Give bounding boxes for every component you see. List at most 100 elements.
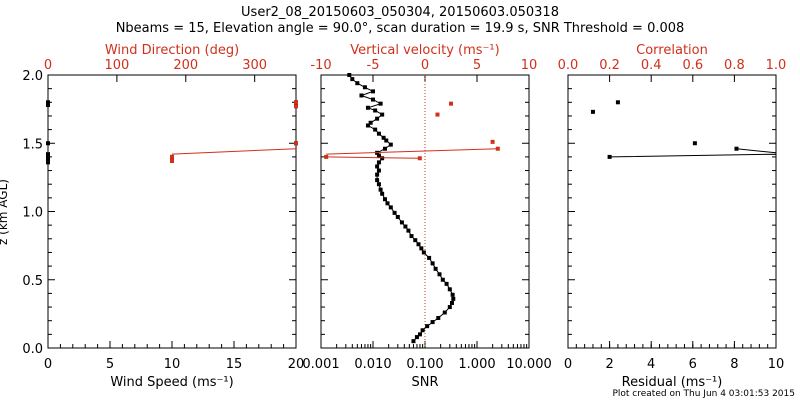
top-tick-label: -5 — [367, 58, 380, 73]
footer-text: Plot created on Thu Jun 4 03:01:53 2015 — [612, 389, 795, 399]
top-tick-label: -10 — [310, 58, 331, 73]
snr-point — [411, 339, 416, 344]
snr-point — [376, 131, 381, 136]
top-tick-label: 100 — [104, 58, 129, 73]
bottom-tick-label: 1.000 — [458, 357, 495, 372]
snr-point — [380, 191, 385, 196]
snr-point — [409, 234, 414, 239]
bottom-tick-label: 0 — [44, 357, 52, 372]
snr-point — [384, 138, 389, 143]
residual-line-2 — [736, 148, 777, 154]
vertical-velocity-point — [449, 101, 453, 106]
snr-point — [375, 172, 380, 177]
residual-point — [734, 146, 739, 151]
snr-point — [373, 108, 378, 113]
snr-point — [416, 242, 421, 247]
snr-point — [437, 272, 442, 277]
snr-point — [375, 164, 380, 169]
bottom-axis-label: SNR — [411, 375, 438, 390]
snr-point — [378, 101, 383, 106]
snr-point — [382, 146, 387, 151]
snr-point — [427, 255, 432, 260]
wind-speed-point — [46, 100, 50, 105]
snr-point — [413, 238, 418, 243]
snr-point — [368, 120, 373, 125]
snr-point — [378, 187, 383, 192]
velocity-line-2 — [326, 156, 420, 159]
snr-point — [375, 178, 380, 183]
residual-point — [692, 141, 697, 146]
wind-direction-point — [294, 100, 298, 105]
bottom-tick-label: 0.010 — [354, 357, 391, 372]
snr-point — [388, 142, 393, 147]
bottom-axis-label: Wind Speed (ms⁻¹) — [110, 375, 233, 390]
plot-frame — [47, 74, 297, 349]
top-tick-label: 200 — [173, 58, 198, 73]
wind-speed-point — [46, 157, 50, 162]
top-tick-label: 0.8 — [724, 58, 745, 73]
snr-point — [442, 310, 447, 315]
snr-point — [414, 335, 419, 340]
snr-point — [376, 168, 381, 173]
snr-point — [449, 300, 454, 305]
snr-point — [419, 246, 424, 251]
snr-point — [375, 116, 380, 121]
snr-point — [365, 105, 370, 110]
snr-point — [365, 123, 370, 128]
top-tick-label: 5 — [473, 58, 481, 73]
snr-point — [388, 205, 393, 210]
wind-speed-point — [46, 152, 50, 157]
snr-point — [362, 85, 367, 90]
snr-point — [371, 97, 375, 102]
residual-point — [590, 109, 595, 114]
snr-point — [425, 324, 430, 329]
y-tick-label: 0.5 — [22, 274, 43, 289]
snr-point — [385, 201, 390, 206]
wind-speed-point — [46, 103, 50, 108]
snr-panel: 0.001 0.010 0.100 1.000 10.000 SNR -10 -5 0 5 10 Ve… — [302, 43, 551, 390]
y-tick-label: 1.0 — [22, 206, 43, 221]
top-tick-label: 0 — [44, 58, 52, 73]
top-tick-label: 0.2 — [599, 58, 620, 73]
vertical-velocity-point — [324, 154, 329, 159]
snr-point — [436, 315, 441, 320]
snr-point — [399, 220, 404, 225]
snr-point — [417, 332, 422, 337]
y-tick-label: 2.0 — [22, 69, 43, 84]
top-tick-label: 0.4 — [641, 58, 662, 73]
vertical-velocity-point — [435, 112, 440, 117]
snr-point — [355, 81, 360, 86]
snr-point — [380, 156, 385, 161]
snr-point — [359, 93, 364, 98]
bottom-tick-label: 10 — [164, 357, 181, 372]
residual-point — [615, 100, 620, 105]
y-tick-label: 0.0 — [22, 342, 43, 357]
bottom-tick-label: 15 — [226, 357, 243, 372]
wind-speed-point — [46, 141, 50, 146]
snr-point — [380, 112, 385, 117]
wind-panel: 0 5 10 15 20 Wind Speed (ms⁻¹) 0 100 200 300Wind … — [22, 43, 304, 390]
snr-point — [433, 266, 438, 271]
bottom-tick-label: 6 — [689, 357, 697, 372]
y-tick-label: 1.5 — [22, 137, 43, 152]
velocity-line — [326, 148, 498, 155]
top-axis-label: Correlation — [636, 43, 708, 58]
bottom-tick-label: 0.100 — [406, 357, 443, 372]
snr-point — [376, 182, 381, 187]
snr-point — [371, 89, 375, 94]
bottom-tick-label: 10.000 — [506, 357, 552, 372]
snr-point — [376, 153, 381, 158]
bottom-tick-label: 0.001 — [302, 357, 339, 372]
bottom-tick-label: 10 — [768, 357, 785, 372]
vertical-velocity-point — [490, 139, 495, 144]
residual-point — [607, 154, 612, 159]
bottom-tick-label: 5 — [106, 357, 114, 372]
top-axis-label: Vertical velocity (ms⁻¹) — [350, 43, 499, 58]
snr-point — [444, 281, 449, 286]
plot-frame — [320, 74, 530, 349]
snr-point — [447, 305, 452, 310]
snr-point — [430, 320, 435, 325]
snr-point — [347, 73, 352, 77]
top-tick-label: 0.6 — [682, 58, 703, 73]
bottom-tick-label: 0 — [564, 357, 572, 372]
